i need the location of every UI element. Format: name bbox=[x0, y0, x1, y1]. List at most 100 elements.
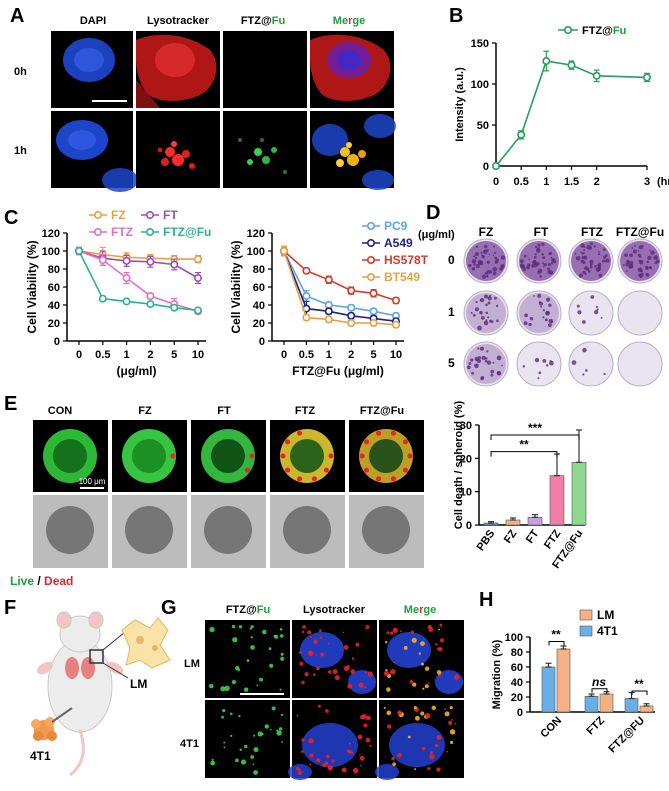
panel-g-puncta bbox=[392, 762, 396, 767]
colony-dot bbox=[597, 251, 600, 253]
spheroid-dead bbox=[364, 467, 370, 473]
colony-dot bbox=[576, 304, 580, 308]
colony-dot bbox=[537, 377, 540, 380]
chart-h-y-tick-label: 20 bbox=[511, 692, 523, 704]
chartC2-y-tick-label: 100 bbox=[247, 246, 265, 258]
colony-dot bbox=[595, 267, 601, 272]
panel-g-puncta bbox=[414, 768, 417, 771]
panel-g-puncta bbox=[424, 684, 429, 689]
chartC2-y-label: Cell Viability (%) bbox=[229, 240, 243, 333]
panel-g-puncta bbox=[317, 704, 321, 708]
chart-e-sig-bracket bbox=[490, 434, 580, 440]
panel-a-header-ftzfu: FTZ@Fu bbox=[241, 15, 285, 27]
panel-letter-b: B bbox=[449, 5, 463, 27]
colony-dot bbox=[496, 319, 499, 323]
panel-g-puncta bbox=[364, 671, 367, 674]
chartC1-legend-label: FTZ@Fu bbox=[163, 225, 211, 239]
panel-g-puncta bbox=[343, 645, 349, 650]
panel-g-puncta bbox=[250, 645, 255, 650]
colony-dot bbox=[468, 263, 472, 268]
chartC1-x-tick-label: 0 bbox=[76, 349, 82, 361]
chart-h-sig-bracket bbox=[548, 641, 565, 646]
colony-dot bbox=[550, 320, 553, 323]
panel-g-puncta bbox=[259, 677, 263, 682]
panel-d-col-2: FTZ bbox=[581, 225, 603, 239]
colony-dot bbox=[593, 309, 599, 315]
panel-a-image-fu-1h bbox=[223, 111, 307, 188]
colony-dot bbox=[650, 250, 655, 255]
colony-dot bbox=[577, 310, 582, 315]
panel-g-puncta bbox=[312, 673, 316, 677]
colony-dot bbox=[593, 245, 597, 248]
panel-g-puncta bbox=[364, 686, 367, 689]
panel-e-col-1: FZ bbox=[138, 405, 152, 417]
panel-d: (μg/ml) FZ FT FTZ FTZ@Fu 0 1 5 bbox=[418, 225, 664, 387]
chart-h-sig-label: ** bbox=[551, 628, 561, 642]
colony-dot bbox=[634, 245, 637, 247]
colony-dot bbox=[604, 254, 608, 258]
colony-dot bbox=[486, 275, 489, 278]
chartC1-legend-label: FTZ bbox=[111, 225, 133, 239]
colony-dot bbox=[595, 306, 598, 309]
spheroid-dead bbox=[244, 467, 250, 473]
panel-g-puncta bbox=[348, 742, 351, 745]
colony-dot bbox=[645, 266, 649, 271]
panel-a: DAPI Lysotracker FTZ@Fu Merge 0h 1h 25 μ… bbox=[14, 15, 396, 192]
chartC1-point bbox=[98, 255, 107, 264]
colony-dot bbox=[500, 264, 505, 269]
chart-b-legend-label: FTZ@Fu bbox=[582, 25, 626, 37]
chartC1-line-1 bbox=[78, 250, 199, 279]
panel-g-puncta bbox=[231, 624, 236, 629]
panel-g-puncta bbox=[244, 744, 248, 749]
panel-g-puncta bbox=[453, 674, 460, 680]
chartC1-point bbox=[122, 297, 131, 306]
panel-g-puncta bbox=[427, 682, 430, 684]
colony-dot bbox=[486, 360, 492, 365]
colony-dot bbox=[586, 267, 590, 271]
colony-dot bbox=[628, 264, 633, 269]
panel-g-puncta bbox=[332, 669, 338, 675]
panel-d-col-3: FTZ@Fu bbox=[616, 225, 664, 239]
chartC2-legend-marker bbox=[366, 239, 375, 248]
panel-g-puncta bbox=[281, 740, 284, 743]
colony-dot bbox=[626, 259, 630, 263]
panel-g-puncta bbox=[360, 764, 362, 767]
colony-dot bbox=[492, 254, 495, 257]
colony-dot bbox=[474, 363, 479, 369]
colony-dot bbox=[582, 373, 585, 376]
chartC1-point bbox=[194, 306, 203, 315]
chart-b-point bbox=[592, 71, 601, 80]
colony-dot bbox=[583, 246, 586, 249]
chartC1-legend-marker bbox=[94, 211, 103, 220]
panel-g-puncta bbox=[420, 641, 425, 646]
panel-g-puncta bbox=[328, 670, 332, 674]
colony-dot bbox=[632, 249, 637, 254]
chart-h-legend-swatch bbox=[579, 609, 593, 621]
chartC1-y-tick-label: 20 bbox=[48, 318, 60, 330]
chartC1-x-tick-label: 2 bbox=[147, 349, 153, 361]
colony-dot bbox=[638, 245, 643, 250]
colony-dot bbox=[495, 304, 499, 308]
panel-a-header-dapi: DAPI bbox=[80, 15, 106, 27]
chartC1-line-2 bbox=[78, 250, 199, 313]
chartC1-point bbox=[194, 255, 203, 264]
chart-b-y-tick-label: 100 bbox=[471, 79, 489, 91]
colony-dot bbox=[541, 262, 545, 265]
panel-g-row-lm: LM bbox=[184, 658, 200, 670]
colony-dot bbox=[477, 356, 481, 360]
panel-g-puncta bbox=[246, 659, 250, 662]
panel-g-puncta bbox=[238, 625, 243, 629]
chart-e-sig-label: ** bbox=[519, 438, 529, 452]
chart-h-x-tick-label: CON bbox=[538, 715, 564, 741]
panel-g-puncta bbox=[296, 714, 299, 717]
panel-g-puncta bbox=[439, 623, 443, 627]
colony-dot bbox=[640, 272, 644, 277]
colony-dot bbox=[489, 319, 493, 323]
colony-dot bbox=[485, 303, 488, 307]
colony-dot bbox=[542, 358, 547, 363]
panel-g-puncta bbox=[240, 759, 247, 765]
colony-dot bbox=[500, 255, 506, 260]
colony-dot bbox=[534, 357, 540, 363]
colony-dot bbox=[501, 364, 503, 367]
